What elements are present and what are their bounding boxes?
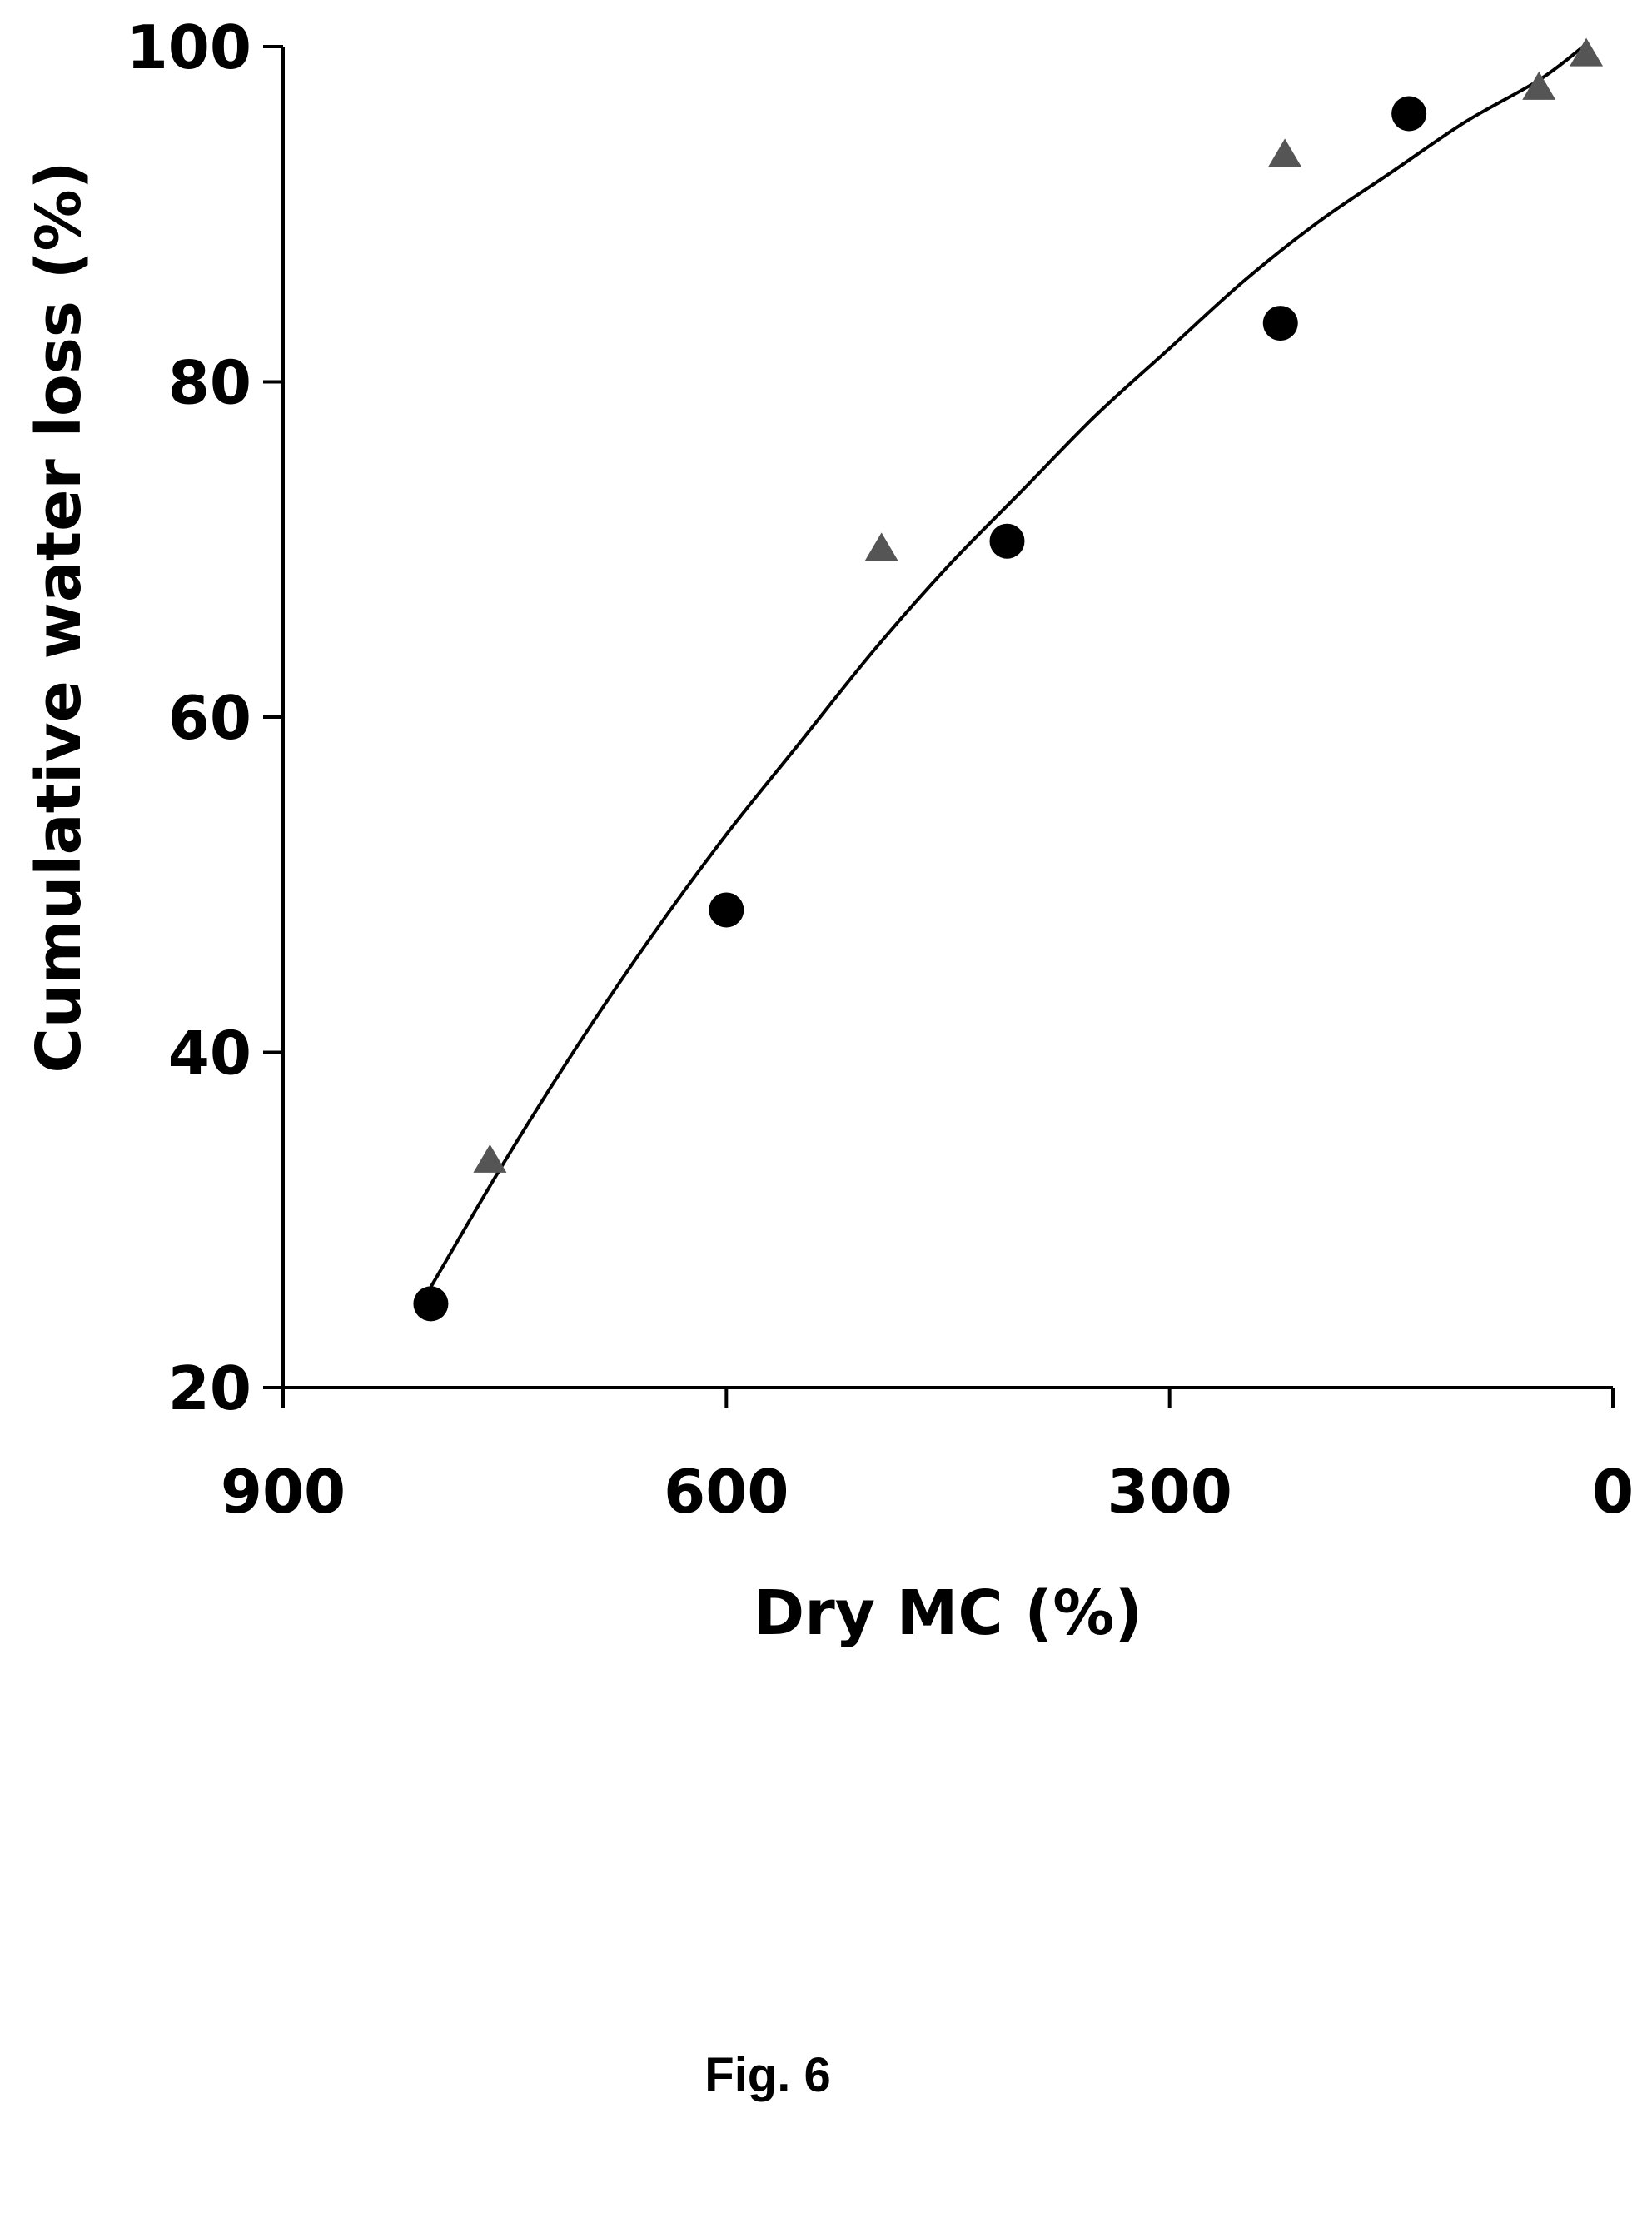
circle-point — [1262, 306, 1298, 341]
y-tick-label: 80 — [168, 348, 251, 418]
y-tick-label: 100 — [127, 12, 251, 82]
circle-point — [709, 892, 744, 928]
x-tick-label: 0 — [1592, 1457, 1634, 1527]
x-axis-title: Dry MC (%) — [754, 1578, 1142, 1649]
x-ticks: 900 600 300 0 — [221, 1388, 1634, 1527]
triangle-point — [1522, 71, 1556, 100]
circle-point — [989, 523, 1025, 559]
figure-caption: Fig. 6 — [704, 2048, 831, 2102]
x-tick-label: 900 — [221, 1457, 346, 1527]
y-tick-label: 60 — [168, 683, 251, 753]
x-tick-label: 600 — [664, 1457, 789, 1527]
triangle-point — [1268, 138, 1302, 167]
y-tick-label: 40 — [168, 1019, 251, 1089]
triangle-point — [864, 532, 898, 561]
triangle-point — [1570, 37, 1604, 67]
series-layer — [413, 37, 1604, 1322]
y-axis-title: Cumulative water loss (%) — [23, 162, 95, 1074]
circle-point — [413, 1286, 449, 1322]
scatter-chart: 900 600 300 0 20 40 60 80 100 Dry MC (%) Cumula… — [23, 12, 1634, 1649]
y-ticks: 20 40 60 80 100 — [127, 12, 283, 1423]
plot-area: 900 600 300 0 20 40 60 80 100 — [127, 12, 1634, 1527]
circle-point — [1391, 96, 1427, 132]
triangle-point — [473, 1144, 507, 1173]
y-tick-label: 20 — [168, 1353, 251, 1423]
x-tick-label: 300 — [1107, 1457, 1232, 1527]
fit-curve — [429, 45, 1585, 1288]
